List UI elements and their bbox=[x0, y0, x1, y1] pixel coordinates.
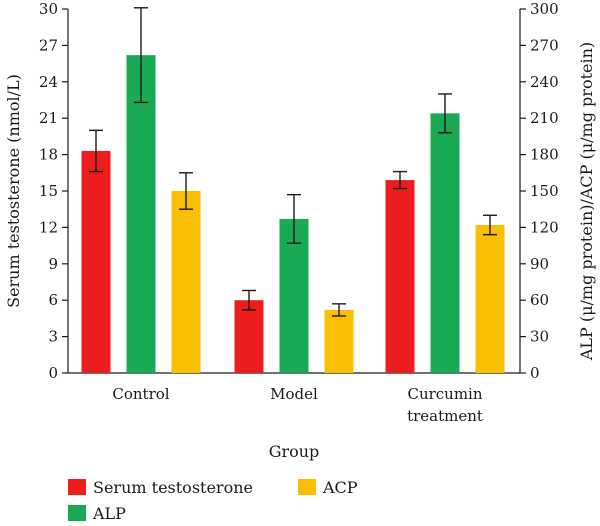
error-bars bbox=[89, 7, 497, 317]
bar bbox=[234, 300, 264, 373]
y-right-tick-label: 30 bbox=[530, 328, 549, 346]
legend-label: ACP bbox=[322, 478, 358, 497]
legend-label: Serum testosterone bbox=[93, 478, 253, 497]
error-bar bbox=[483, 214, 497, 236]
bar bbox=[324, 309, 354, 373]
y-left-tick-label: 18 bbox=[39, 146, 58, 164]
error-bar bbox=[393, 170, 407, 190]
y-right-tick-label: 60 bbox=[530, 291, 549, 309]
legend-item: Serum testosterone bbox=[68, 478, 253, 497]
bar bbox=[126, 55, 156, 374]
legend-label: ALP bbox=[92, 504, 126, 523]
axes: 0369121518212427300306090120150180210240… bbox=[39, 0, 559, 382]
x-tick-labels: Control Model Curcumin treatment bbox=[112, 385, 483, 425]
y-right-tick-label: 270 bbox=[530, 36, 559, 54]
legend-item: ACP bbox=[298, 478, 358, 497]
legend-swatch bbox=[68, 479, 86, 495]
y-left-tick-label: 24 bbox=[39, 73, 58, 91]
y-left-tick-label: 15 bbox=[39, 182, 58, 200]
legend-swatch bbox=[298, 479, 316, 495]
y-right-tick-label: 180 bbox=[530, 146, 559, 164]
y-right-tick-label: 210 bbox=[530, 109, 559, 127]
y-left-tick-label: 0 bbox=[48, 364, 58, 382]
x-tick-label: Model bbox=[270, 385, 318, 403]
y-right-tick-label: 120 bbox=[530, 218, 559, 236]
bar bbox=[279, 218, 309, 373]
y-left-tick-label: 6 bbox=[48, 291, 58, 309]
y-right-tick-label: 90 bbox=[530, 255, 549, 273]
y-right-tick-label: 150 bbox=[530, 182, 559, 200]
y-right-tick-label: 0 bbox=[530, 364, 540, 382]
error-bar bbox=[242, 289, 256, 311]
y-left-tick-label: 30 bbox=[39, 0, 58, 18]
y-left-tick-label: 9 bbox=[48, 255, 58, 273]
bar bbox=[475, 224, 505, 373]
bar bbox=[81, 150, 111, 373]
error-bar bbox=[134, 7, 148, 104]
bars bbox=[81, 55, 505, 374]
y-right-axis-title: ALP (μ/mg protein)/ACP (μ/mg protein) bbox=[577, 42, 596, 361]
y-right-tick-label: 240 bbox=[530, 73, 559, 91]
error-bar bbox=[438, 93, 452, 134]
y-right-tick-label: 300 bbox=[530, 0, 559, 18]
x-tick-label: Control bbox=[112, 385, 169, 403]
y-left-tick-label: 12 bbox=[39, 218, 58, 236]
legend: Serum testosterone ACP ALP bbox=[68, 478, 358, 523]
error-bar bbox=[332, 303, 346, 317]
legend-item: ALP bbox=[68, 504, 126, 523]
x-axis-title: Group bbox=[269, 442, 320, 461]
error-bar bbox=[89, 129, 103, 173]
y-left-axis-title: Serum testosterone (nmol/L) bbox=[4, 74, 23, 308]
bar bbox=[171, 191, 201, 373]
bar bbox=[430, 113, 460, 373]
y-left-tick-label: 3 bbox=[48, 328, 58, 346]
y-left-tick-label: 21 bbox=[39, 109, 58, 127]
error-bar bbox=[179, 172, 193, 210]
x-tick-label: Curcumin treatment bbox=[407, 385, 483, 425]
error-bar bbox=[287, 193, 301, 244]
y-left-tick-label: 27 bbox=[39, 36, 58, 54]
bar bbox=[385, 180, 415, 373]
legend-swatch bbox=[68, 505, 86, 521]
